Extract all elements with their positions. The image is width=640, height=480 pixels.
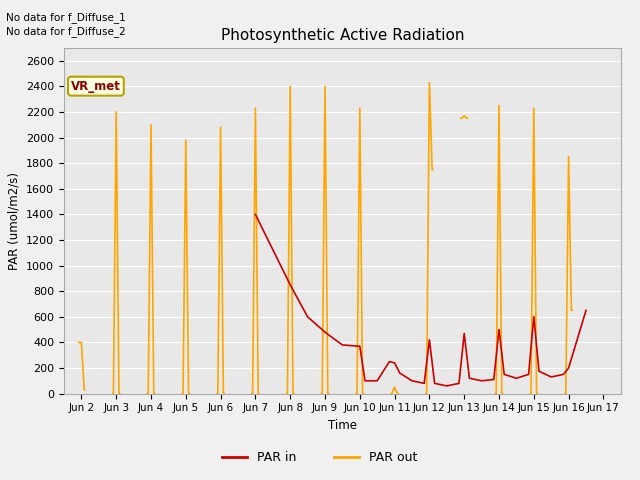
PAR in: [513, 375, 520, 381]
PAR in: [321, 329, 329, 335]
PAR in: [495, 327, 503, 333]
PAR in: [559, 372, 567, 377]
Legend: PAR in, PAR out: PAR in, PAR out: [218, 446, 422, 469]
PAR in: [426, 337, 433, 343]
PAR in: [455, 381, 463, 386]
PAR in: [408, 378, 416, 384]
PAR out: [75, 339, 83, 345]
PAR in: [465, 375, 473, 381]
Text: No data for f_Diffuse_1: No data for f_Diffuse_1: [6, 12, 126, 23]
PAR in: [286, 282, 294, 288]
Text: No data for f_Diffuse_2: No data for f_Diffuse_2: [6, 26, 126, 37]
PAR in: [356, 343, 364, 349]
PAR in: [385, 359, 393, 364]
PAR in: [547, 374, 555, 380]
Title: Photosynthetic Active Radiation: Photosynthetic Active Radiation: [221, 28, 464, 43]
PAR in: [339, 342, 346, 348]
PAR in: [396, 370, 404, 376]
PAR out: [81, 387, 89, 393]
PAR out: [77, 339, 85, 345]
PAR in: [490, 377, 498, 383]
PAR in: [304, 314, 312, 320]
PAR in: [420, 381, 428, 386]
PAR in: [525, 372, 532, 377]
PAR in: [582, 308, 590, 313]
X-axis label: Time: Time: [328, 419, 357, 432]
PAR in: [431, 381, 438, 386]
PAR in: [373, 378, 381, 384]
Line: PAR in: PAR in: [255, 215, 586, 386]
Line: PAR out: PAR out: [79, 342, 85, 390]
PAR out: [81, 387, 88, 393]
PAR in: [361, 378, 369, 384]
PAR in: [252, 212, 259, 217]
PAR in: [391, 360, 399, 366]
PAR in: [530, 314, 538, 320]
Y-axis label: PAR (umol/m2/s): PAR (umol/m2/s): [8, 172, 20, 270]
PAR in: [535, 368, 543, 374]
PAR in: [460, 331, 468, 336]
PAR in: [443, 383, 451, 389]
Text: VR_met: VR_met: [71, 80, 121, 93]
PAR in: [500, 372, 508, 377]
PAR in: [477, 378, 485, 384]
PAR in: [564, 365, 572, 371]
